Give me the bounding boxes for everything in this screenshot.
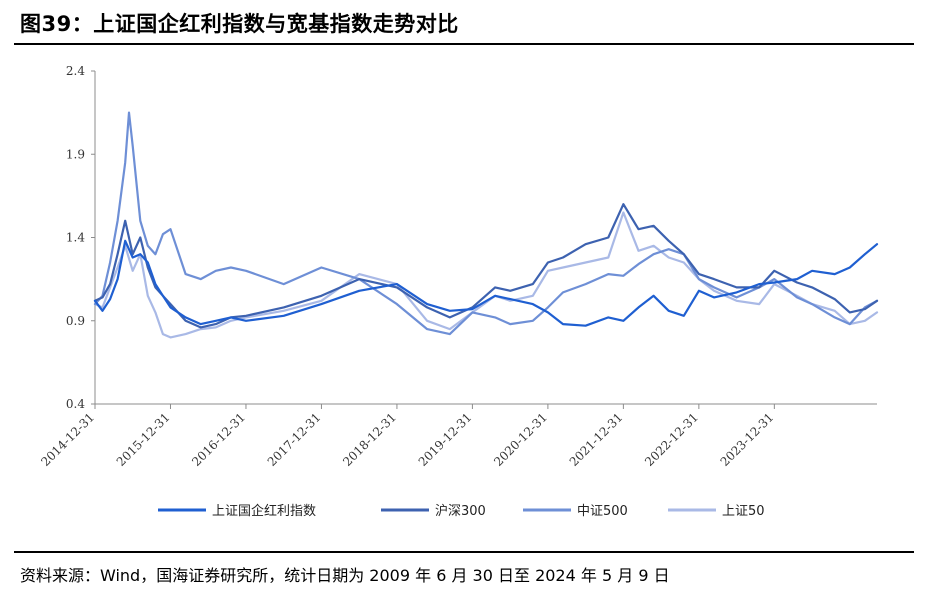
series-line-3 <box>93 211 879 339</box>
x-tick-label: 2020-12-31 <box>491 410 550 469</box>
x-tick-label: 2023-12-31 <box>718 410 777 469</box>
y-tick-label: 0.4 <box>66 397 85 411</box>
x-tick-label: 2019-12-31 <box>416 410 475 469</box>
source-footnote: 资料来源：Wind，国海证券研究所，统计日期为 2009 年 6 月 30 日至… <box>20 566 670 585</box>
series-line-0 <box>93 239 879 327</box>
figure-title: 图39：上证国企红利指数与宽基指数走势对比 <box>20 12 459 36</box>
y-tick-label: 1.9 <box>66 147 85 161</box>
legend-label-2: 中证500 <box>577 504 628 519</box>
x-tick-label: 2015-12-31 <box>114 410 173 469</box>
series-line-2 <box>93 111 879 336</box>
title-rule <box>14 43 914 45</box>
y-tick-label: 1.4 <box>66 231 85 245</box>
x-tick-label: 2021-12-31 <box>567 410 626 469</box>
legend-label-3: 上证50 <box>722 504 765 519</box>
x-tick-label: 2017-12-31 <box>265 410 324 469</box>
series-line-1 <box>93 203 879 329</box>
y-tick-label: 0.9 <box>66 314 85 328</box>
footnote-rule <box>14 551 914 553</box>
y-tick-label: 2.4 <box>66 64 85 78</box>
x-tick-label: 2014-12-31 <box>38 410 97 469</box>
legend-label-1: 沪深300 <box>435 503 486 519</box>
legend-label-0: 上证国企红利指数 <box>212 503 316 519</box>
x-tick-label: 2022-12-31 <box>642 410 701 469</box>
x-tick-label: 2018-12-31 <box>340 410 399 469</box>
x-tick-label: 2016-12-31 <box>189 410 248 469</box>
